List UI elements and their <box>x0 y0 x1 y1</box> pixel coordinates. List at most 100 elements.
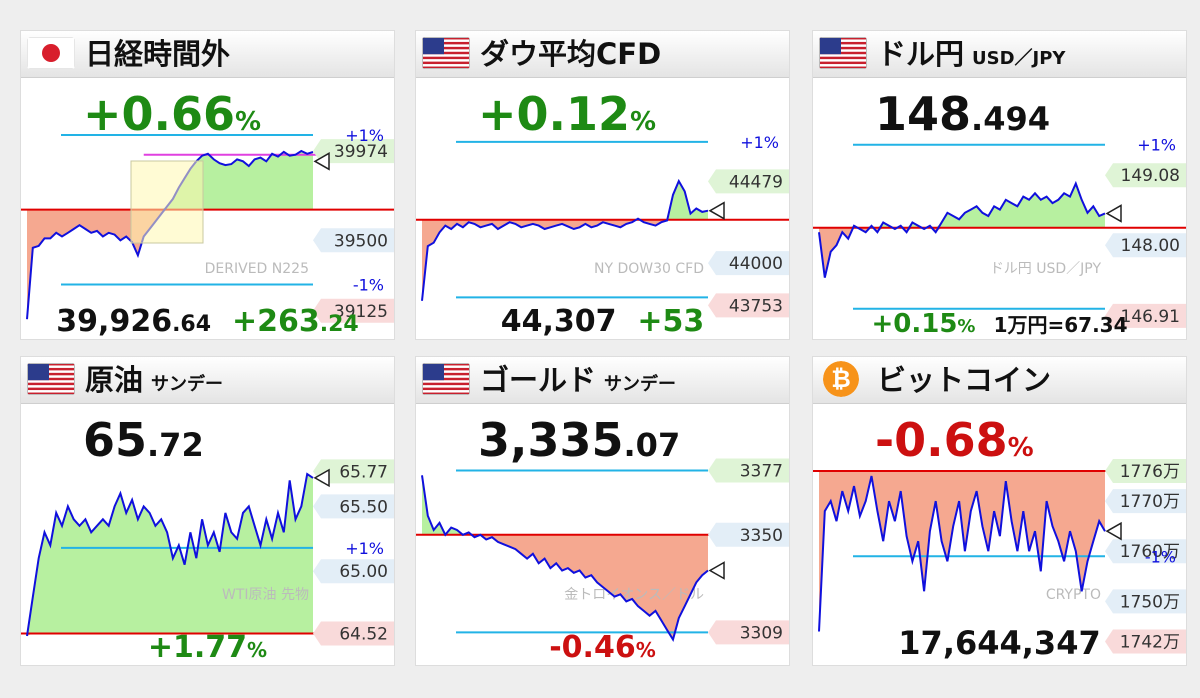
line-chart: ドル円 USD／JPY 149.08 148.00 146.91 +1% <box>813 129 1186 329</box>
us-flag-icon <box>422 37 470 69</box>
panel-usdjpy[interactable]: ドル円 USD／JPY 148.494 ドル円 USD／JPY 149.08 148.… <box>812 30 1187 340</box>
current-price-marker <box>708 201 725 221</box>
range-highlight <box>130 160 204 244</box>
y-tick: 3377 <box>708 458 789 483</box>
tick-label: 3350 <box>740 526 783 546</box>
tick-label: 1776万 <box>1120 462 1180 482</box>
band-low-label: -1% <box>353 275 384 294</box>
panel-nikkei[interactable]: 日経時間外 +0.66% DERIVED N225 39974 39500 39125… <box>20 30 395 340</box>
tick-tag <box>313 621 394 646</box>
price-line <box>818 475 1106 632</box>
tick-label: 44479 <box>729 172 783 192</box>
price-value: 3,335.07 <box>478 413 681 467</box>
tick-tag <box>313 494 394 519</box>
tick-label: 65.00 <box>339 562 388 582</box>
tick-label: 65.50 <box>339 497 388 517</box>
tick-label: 1760万 <box>1120 542 1180 562</box>
tick-label: 3377 <box>740 462 783 482</box>
tick-label: 1742万 <box>1120 632 1180 652</box>
tick-tag <box>1105 459 1186 484</box>
y-tick: 65.00 <box>313 559 394 584</box>
y-tick: 1750万 <box>1105 589 1186 614</box>
gain-area <box>422 181 708 220</box>
panel-dow[interactable]: ダウ平均CFD +0.12% NY DOW30 CFD 44479 44000 437… <box>415 30 790 340</box>
y-tick: 3309 <box>708 620 789 645</box>
y-tick: 44000 <box>708 251 789 276</box>
current-price-marker <box>1105 521 1122 541</box>
panel-title: 日経時間外 <box>85 37 231 71</box>
us-flag-icon <box>422 363 470 395</box>
panel-header: ダウ平均CFD <box>416 31 789 78</box>
tick-label: 149.08 <box>1121 166 1180 186</box>
tick-tag <box>313 298 394 323</box>
panel-header: 日経時間外 <box>21 31 394 78</box>
chart-watermark: NY DOW30 CFD <box>594 261 704 277</box>
tick-tag <box>708 169 789 194</box>
chart-watermark: ドル円 USD／JPY <box>990 261 1102 277</box>
tick-tag <box>313 559 394 584</box>
y-tick: 1770万 <box>1105 489 1186 514</box>
svg-text:₿: ₿ <box>831 365 851 393</box>
change-percent: -0.68% <box>875 413 1034 467</box>
tick-tag <box>708 620 789 645</box>
price-line <box>421 475 709 642</box>
footer-value: 44,307 +53 <box>500 304 705 339</box>
tick-label: 65.77 <box>339 462 388 482</box>
panel-title: ドル円 USD／JPY <box>877 37 1066 71</box>
footer-value: 39,926.64 +263.24 <box>56 304 359 339</box>
price-value: 148.494 <box>875 87 1050 141</box>
y-tick: 39500 <box>313 228 394 253</box>
loss-area <box>422 534 708 640</box>
tick-label: 146.91 <box>1121 307 1180 327</box>
panel-bitcoin[interactable]: ₿ ビットコイン -0.68% CRYPTO 1776万 1770万 1760万 175… <box>812 356 1187 666</box>
tick-label: 44000 <box>729 254 783 274</box>
current-price-marker <box>313 152 330 171</box>
jp-flag-icon <box>27 37 75 69</box>
tick-tag <box>1105 233 1186 258</box>
panel-title: ビットコイン <box>877 363 1052 397</box>
footer-change: +1.77% <box>147 630 268 665</box>
footer-value: +0.15% 1万円=67.34 <box>871 309 1128 339</box>
panel-gold[interactable]: ゴールド サンデー 3,335.07 金トロイオンス／ドル 3377 3350 3309… <box>415 356 790 666</box>
tick-tag <box>708 522 789 547</box>
y-tick: 64.52 <box>313 621 394 646</box>
tick-label: 43753 <box>729 296 783 316</box>
y-tick: 149.08 <box>1105 163 1186 188</box>
tick-tag <box>313 139 394 164</box>
current-price-marker <box>708 561 725 580</box>
price-line <box>818 180 1106 278</box>
tick-label: 39974 <box>334 142 388 162</box>
y-tick: 43753 <box>708 293 789 318</box>
panel-header: ₿ ビットコイン <box>813 357 1186 404</box>
tick-tag <box>1105 629 1186 654</box>
band-low-label: -1% <box>1145 547 1176 566</box>
y-tick: 1742万 <box>1105 629 1186 654</box>
tick-label: 148.00 <box>1121 236 1180 256</box>
tick-label: 1770万 <box>1120 492 1180 512</box>
chart-watermark: 金トロイオンス／ドル <box>564 587 704 603</box>
line-chart: DERIVED N225 39974 39500 39125 +1% -1% <box>21 129 394 329</box>
line-chart: NY DOW30 CFD 44479 44000 43753 +1% <box>416 129 789 329</box>
band-high-label: +1% <box>740 133 779 152</box>
tick-tag <box>708 293 789 318</box>
current-price-marker <box>313 468 330 488</box>
gain-area <box>27 474 313 634</box>
price-value: 65.72 <box>83 413 204 467</box>
panel-oil[interactable]: 原油 サンデー 65.72 WTI原油 先物 65.77 65.50 65.00 64.5… <box>20 356 395 666</box>
gain-area <box>819 183 1105 228</box>
price-line <box>421 178 709 301</box>
footer-change: -0.46% <box>549 630 656 665</box>
panel-header: ドル円 USD／JPY <box>813 31 1186 78</box>
line-chart: WTI原油 先物 65.77 65.50 65.00 64.52 +1% <box>21 455 394 655</box>
tick-tag <box>708 251 789 276</box>
loss-area <box>819 227 1105 278</box>
gain-area <box>27 151 313 210</box>
loss-area <box>27 209 313 320</box>
price-line <box>26 472 314 637</box>
chart-watermark: WTI原油 先物 <box>222 587 309 603</box>
band-high-label: +1% <box>1137 136 1176 155</box>
chart-watermark: CRYPTO <box>1046 587 1101 603</box>
y-tick: 3350 <box>708 522 789 547</box>
gain-area <box>422 475 708 535</box>
us-flag-icon <box>819 37 867 69</box>
